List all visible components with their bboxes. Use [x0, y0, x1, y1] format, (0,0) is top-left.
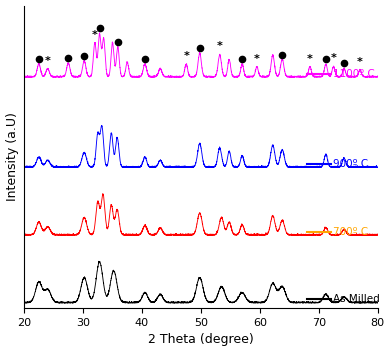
- Text: 1100º C: 1100º C: [334, 69, 375, 78]
- Text: *: *: [183, 51, 189, 61]
- Text: *: *: [92, 30, 98, 40]
- Text: 900º C: 900º C: [334, 159, 368, 169]
- Text: 700º C: 700º C: [334, 227, 368, 237]
- X-axis label: 2 Theta (degree): 2 Theta (degree): [148, 333, 254, 346]
- Text: *: *: [330, 54, 336, 63]
- Text: *: *: [307, 54, 313, 64]
- Text: As Milled: As Milled: [334, 294, 380, 304]
- Text: *: *: [45, 56, 51, 65]
- Text: *: *: [357, 57, 363, 67]
- Text: *: *: [254, 54, 260, 64]
- Text: *: *: [217, 42, 223, 51]
- Y-axis label: Intensity (a.U): Intensity (a.U): [5, 112, 18, 201]
